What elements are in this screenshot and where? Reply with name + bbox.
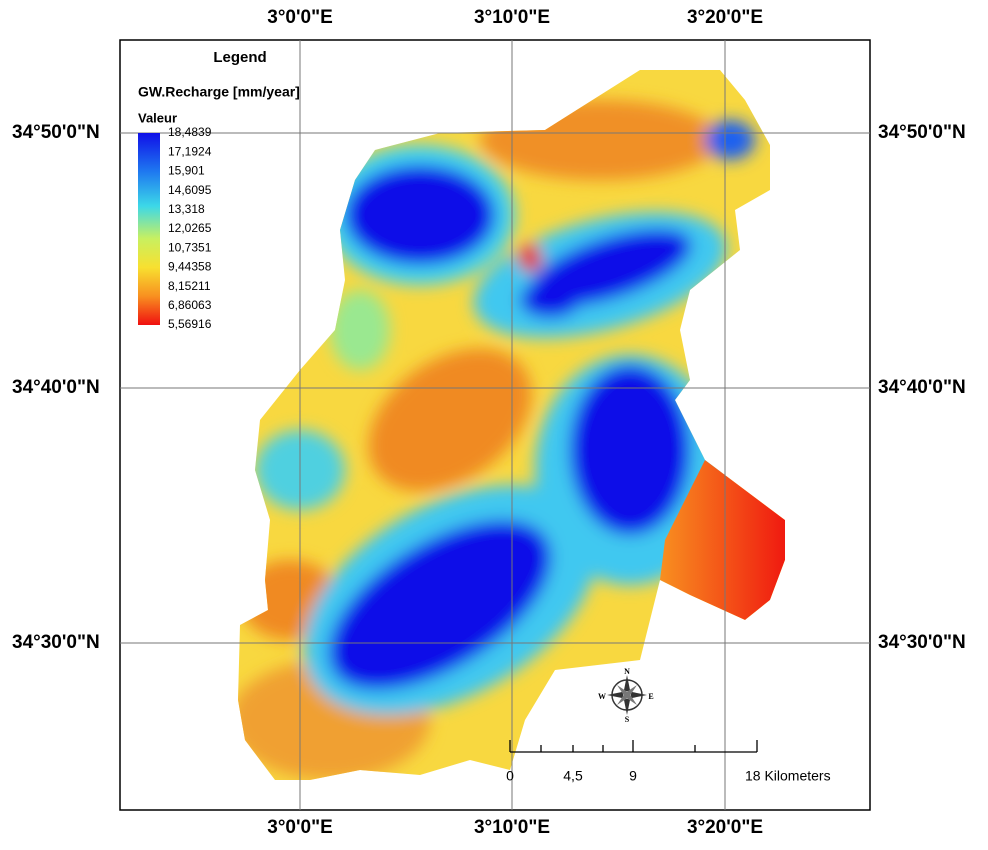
scale-label: 9: [629, 768, 637, 784]
legend-layer: GW.Recharge [mm/year]: [138, 84, 300, 100]
latitude-label: 34°40'0"N: [878, 377, 966, 398]
legend-value: 6,86063: [168, 298, 212, 312]
longitude-label: 3°10'0"E: [474, 817, 550, 838]
legend-ramp: [138, 133, 160, 325]
legend-value: 9,44358: [168, 260, 212, 274]
legend-value: 12,0265: [168, 221, 212, 235]
legend-value: 17,1924: [168, 144, 212, 158]
latitude-label: 34°30'0"N: [12, 632, 100, 653]
compass-letter: W: [598, 692, 606, 701]
scale-label: 18 Kilometers: [745, 768, 831, 784]
latitude-label: 34°40'0"N: [12, 377, 100, 398]
scale-label: 0: [506, 768, 514, 784]
latitude-label: 34°50'0"N: [878, 122, 966, 143]
scale-bar: [509, 740, 758, 753]
compass-letter: E: [648, 692, 653, 701]
legend-value: 10,7351: [168, 240, 212, 254]
legend-value: 18,4839: [168, 125, 212, 139]
legend-value: 8,15211: [168, 279, 211, 293]
legend-title: Legend: [213, 49, 266, 66]
longitude-label: 3°0'0"E: [267, 817, 333, 838]
legend-value: 5,56916: [168, 317, 212, 331]
longitude-label: 3°10'0"E: [474, 7, 550, 28]
longitude-label: 3°20'0"E: [687, 7, 763, 28]
compass-letter: N: [624, 667, 630, 676]
graticule: [120, 40, 870, 810]
legend-value: 15,901: [168, 164, 205, 178]
compass-letter: S: [625, 715, 630, 724]
latitude-label: 34°50'0"N: [12, 122, 100, 143]
scale-label: 4,5: [563, 768, 583, 784]
compass-rose: [607, 675, 647, 715]
legend-value: 14,6095: [168, 183, 212, 197]
legend-value: 13,318: [168, 202, 205, 216]
longitude-label: 3°20'0"E: [687, 817, 763, 838]
longitude-label: 3°0'0"E: [267, 7, 333, 28]
legend-field: Valeur: [138, 110, 177, 125]
latitude-label: 34°30'0"N: [878, 632, 966, 653]
